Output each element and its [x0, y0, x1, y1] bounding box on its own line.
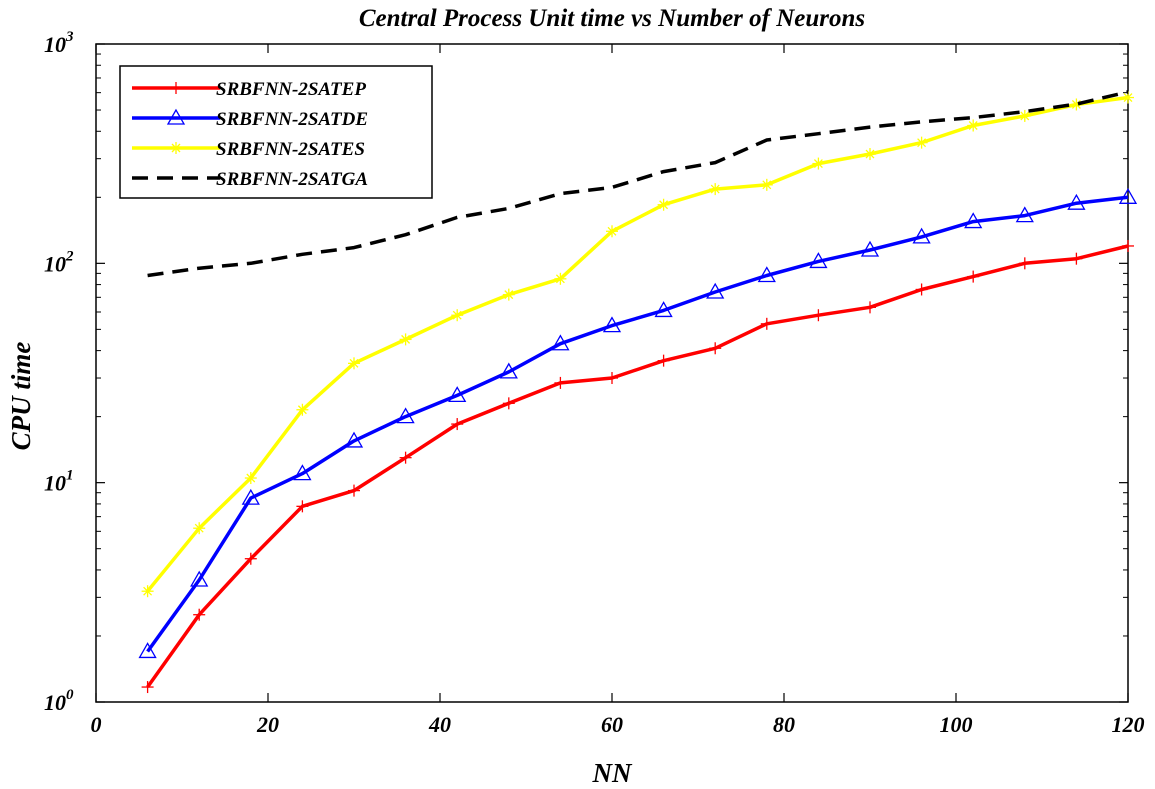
series-srbfnn-2satep	[141, 239, 1134, 694]
data-point-srbfnn-2satep	[1018, 257, 1031, 270]
series-line-srbfnn-2sates	[146, 95, 1129, 593]
series-srbfnn-2satde	[138, 187, 1138, 659]
data-point-srbfnn-2satde	[241, 488, 260, 505]
data-point-srbfnn-2satep	[554, 376, 567, 389]
data-point-srbfnn-2sates	[502, 288, 515, 301]
series-srbfnn-2satga	[147, 90, 1129, 278]
legend-label: SRBFNN-2SATEP	[216, 79, 366, 100]
data-point-srbfnn-2sates	[244, 472, 257, 485]
data-point-srbfnn-2sates	[141, 585, 154, 598]
data-point-srbfnn-2satde	[499, 362, 518, 379]
legend-entry-srbfnn-2satde: SRBFNN-2SATDE	[132, 108, 368, 130]
data-point-srbfnn-2satde	[964, 212, 983, 229]
legend-marker	[170, 142, 182, 154]
data-point-srbfnn-2sates	[399, 333, 412, 346]
x-tick-label: 100	[940, 712, 973, 737]
data-point-srbfnn-2satde	[809, 252, 828, 269]
data-point-srbfnn-2satep	[451, 418, 464, 431]
legend-entry-srbfnn-2satep: SRBFNN-2SATEP	[132, 79, 366, 100]
x-tick-label: 20	[256, 712, 279, 737]
data-point-srbfnn-2sates	[864, 148, 876, 161]
chart-title: Central Process Unit time vs Number of N…	[359, 5, 865, 32]
data-point-srbfnn-2sates	[606, 225, 618, 238]
data-point-srbfnn-2sates	[193, 522, 206, 535]
data-point-srbfnn-2sates	[554, 272, 567, 285]
data-point-srbfnn-2satde	[602, 316, 622, 333]
data-point-srbfnn-2sates	[915, 136, 928, 149]
x-tick-label: 120	[1112, 712, 1145, 737]
legend-entry-srbfnn-2satga: SRBFNN-2SATGA	[132, 169, 368, 190]
data-point-srbfnn-2satde	[1067, 193, 1086, 210]
data-point-srbfnn-2satep	[141, 681, 154, 694]
data-point-srbfnn-2satep	[399, 451, 412, 464]
x-tick-label: 60	[601, 712, 623, 737]
data-point-srbfnn-2sates	[296, 403, 309, 416]
series-line-srbfnn-2satga	[147, 90, 1129, 278]
data-point-srbfnn-2satde	[912, 227, 931, 244]
y-axis-label: CPU time	[6, 342, 36, 451]
legend: SRBFNN-2SATEP SRBFNN-2SATDE SRBFNN-2SATES S…	[119, 65, 433, 199]
y-tick-label: 100	[44, 687, 74, 715]
data-point-srbfnn-2sates	[967, 119, 980, 132]
y-tick-label: 102	[44, 248, 74, 276]
x-axis-label: NN	[592, 758, 633, 788]
x-tick-label: 0	[91, 712, 102, 737]
legend-label: SRBFNN-2SATDE	[216, 109, 368, 130]
data-point-srbfnn-2satep	[760, 317, 773, 330]
data-point-srbfnn-2sates	[812, 157, 825, 170]
x-tick-label: 80	[773, 712, 795, 737]
data-point-srbfnn-2satde	[396, 407, 415, 424]
legend-entry-srbfnn-2sates: SRBFNN-2SATES	[132, 139, 365, 160]
data-point-srbfnn-2sates	[709, 183, 722, 196]
data-point-srbfnn-2satep	[193, 608, 206, 621]
data-point-srbfnn-2satde	[706, 282, 725, 299]
data-point-srbfnn-2satep	[502, 397, 515, 410]
data-point-srbfnn-2sates	[348, 357, 360, 370]
data-point-srbfnn-2satep	[244, 552, 257, 565]
data-point-srbfnn-2satep	[606, 372, 618, 385]
data-point-srbfnn-2satde	[654, 301, 673, 318]
data-point-srbfnn-2satde	[190, 570, 209, 587]
legend-label: SRBFNN-2SATES	[216, 139, 365, 160]
data-point-srbfnn-2satep	[864, 301, 876, 314]
data-point-srbfnn-2sates	[760, 178, 773, 191]
data-point-srbfnn-2sates	[1018, 109, 1031, 122]
y-tick-label: 101	[44, 468, 74, 496]
data-point-srbfnn-2sates	[657, 198, 670, 211]
data-point-srbfnn-2satde	[1118, 187, 1138, 204]
data-point-srbfnn-2satde	[551, 334, 570, 351]
data-point-srbfnn-2satde	[757, 266, 776, 283]
data-point-srbfnn-2satep	[812, 309, 825, 322]
legend-marker	[166, 108, 186, 125]
data-point-srbfnn-2satde	[293, 464, 312, 481]
data-point-srbfnn-2satde	[138, 642, 157, 659]
data-point-srbfnn-2satep	[296, 500, 309, 513]
data-point-srbfnn-2satep	[915, 283, 928, 296]
plot-area: 0 20 40 60 80 100 120 100 101 102 103	[44, 29, 1145, 737]
data-point-srbfnn-2satep	[1122, 239, 1134, 252]
data-point-srbfnn-2satde	[860, 240, 880, 257]
y-tick-label: 103	[44, 29, 74, 57]
legend-label: SRBFNN-2SATGA	[216, 169, 368, 190]
series-line-srbfnn-2satde	[146, 195, 1129, 653]
series-srbfnn-2sates	[141, 91, 1134, 598]
data-point-srbfnn-2satde	[448, 386, 467, 403]
data-point-srbfnn-2satde	[1015, 206, 1034, 223]
data-point-srbfnn-2satep	[657, 354, 670, 367]
series-line-srbfnn-2satep	[146, 244, 1129, 689]
x-tick-label: 40	[428, 712, 451, 737]
data-point-srbfnn-2satep	[967, 270, 980, 283]
legend-marker	[170, 82, 182, 94]
data-point-srbfnn-2satep	[709, 342, 722, 355]
data-point-srbfnn-2satep	[348, 484, 360, 497]
data-point-srbfnn-2sates	[451, 309, 464, 322]
data-point-srbfnn-2satep	[1070, 252, 1083, 265]
data-point-srbfnn-2satde	[344, 431, 364, 448]
